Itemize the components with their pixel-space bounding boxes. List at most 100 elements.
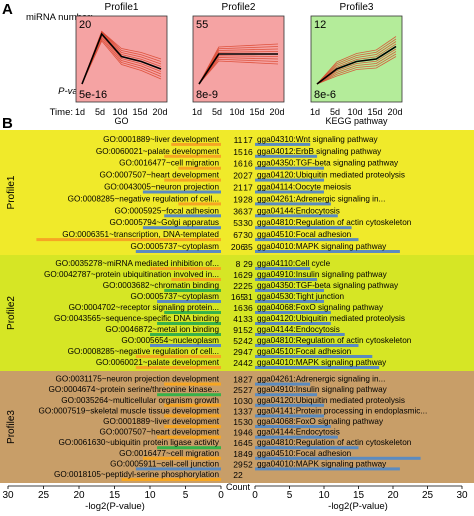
kegg-count-label: 52 bbox=[243, 459, 253, 469]
go-term-label: GO:0005737~cytoplasm bbox=[130, 292, 219, 301]
go-term-label: GO:0060021~palate development bbox=[96, 147, 220, 156]
kegg-count-label: 47 bbox=[243, 347, 253, 357]
kegg-bar bbox=[255, 403, 324, 407]
go-count-label: 16 bbox=[233, 159, 243, 169]
kegg-term-label: gga04012:ErbB signaling pathway bbox=[257, 147, 382, 156]
profile-1-member-line bbox=[81, 36, 162, 85]
go-bar bbox=[121, 478, 221, 481]
profile-1-pvalue: 5e-16 bbox=[79, 89, 107, 101]
go-term-label: GO:0005654~nucleoplasm bbox=[121, 336, 219, 345]
right-tick-label: 15 bbox=[353, 490, 365, 501]
go-bar bbox=[150, 344, 221, 347]
profile-2-member-line bbox=[198, 46, 279, 85]
kegg-bar bbox=[255, 366, 380, 369]
go-count-label: 20 bbox=[233, 171, 243, 181]
kegg-bar bbox=[255, 382, 311, 386]
kegg-term-label: gga04010:MAPK signaling pathway bbox=[257, 459, 387, 468]
go-count-label: 22 bbox=[233, 281, 243, 291]
profile-2-plot: Profile2 55 8e-9 1d 5d 10d 15d 20d bbox=[192, 2, 285, 117]
kegg-bar bbox=[255, 333, 345, 336]
kegg-count-label: 16 bbox=[243, 159, 253, 169]
kegg-bar bbox=[255, 142, 311, 146]
kegg-term-label: gga04810:Regulation of actin cytoskeleto… bbox=[257, 218, 412, 227]
left-tick-label: 20 bbox=[73, 490, 85, 501]
kegg-bar bbox=[255, 446, 359, 450]
profile-2-time-tick: 10d bbox=[229, 107, 244, 117]
go-term-label: GO:0007507~heart development bbox=[100, 171, 220, 180]
kegg-count-label: 16 bbox=[243, 147, 253, 157]
kegg-term-label: gga04810:Regulation of actin cytoskeleto… bbox=[257, 336, 412, 345]
kegg-count-label: 42 bbox=[243, 336, 253, 346]
left-tick-label: 5 bbox=[183, 490, 189, 501]
go-count-label: 67 bbox=[233, 230, 243, 240]
go-term-label: GO:0060021~palate development bbox=[96, 358, 220, 367]
time-row-label: Time: bbox=[50, 107, 73, 118]
kegg-bar bbox=[255, 355, 373, 358]
kegg-bar bbox=[255, 154, 318, 158]
go-count-label: 16 bbox=[233, 303, 243, 313]
kegg-term-label: gga04120:Ubiquitin mediated proteolysis bbox=[257, 171, 405, 180]
kegg-count-label: 27 bbox=[243, 375, 253, 385]
kegg-term-label: gga04144:Endocytosis bbox=[257, 206, 340, 215]
kegg-bar bbox=[255, 425, 331, 428]
go-bar bbox=[164, 214, 221, 218]
kegg-term-label: gga04261:Adrenergic signaling in... bbox=[257, 194, 385, 203]
kegg-term-label: gga04910:Insulin signaling pathway bbox=[257, 270, 388, 279]
kegg-term-label: gga04350:TGF-beta signaling pathway bbox=[257, 159, 399, 168]
mirna-number-label: miRNA number: bbox=[26, 12, 93, 23]
profile-3-time-tick: 15d bbox=[367, 107, 382, 117]
go-bar bbox=[157, 446, 221, 450]
go-term-label: GO:0003682~chromatin binding bbox=[103, 281, 220, 290]
kegg-bar bbox=[255, 289, 324, 292]
kegg-term-label: gga04510:Focal adhesion bbox=[257, 347, 352, 356]
section-label: Profile2 bbox=[6, 296, 17, 330]
go-term-label: GO:0001889~liver development bbox=[103, 135, 220, 144]
kegg-term-label: gga04510:Focal adhesion bbox=[257, 230, 352, 239]
go-count-label: 8 bbox=[236, 259, 241, 269]
left-tick-label: 10 bbox=[144, 490, 156, 501]
kegg-bar bbox=[255, 311, 331, 314]
kegg-bar bbox=[255, 393, 318, 397]
go-bar bbox=[171, 142, 221, 146]
go-term-label: GO:0007507~heart development bbox=[100, 428, 220, 437]
panel-b-label: B bbox=[2, 115, 13, 132]
go-count-label: 206 bbox=[231, 242, 245, 252]
left-tick-label: 15 bbox=[109, 490, 121, 501]
right-tick-label: 10 bbox=[318, 490, 330, 501]
go-count-label: 29 bbox=[233, 347, 243, 357]
profile-2-model-line bbox=[198, 53, 278, 85]
go-term-label: GO:0043005~neuron projection bbox=[104, 183, 219, 192]
kegg-term-label: gga04120:Ubiquitin mediated proteolysis bbox=[257, 396, 405, 405]
profile-1-plot: Profile1 20 5e-16 1d 5d 10d 15d 20d GO bbox=[75, 2, 168, 126]
go-bar bbox=[164, 289, 221, 292]
kegg-count-label: 52 bbox=[243, 325, 253, 335]
kegg-bar bbox=[255, 435, 338, 439]
panel-a-label: A bbox=[2, 1, 13, 18]
kegg-count-label: 30 bbox=[243, 218, 253, 228]
go-count-label: 52 bbox=[233, 336, 243, 346]
kegg-bar bbox=[255, 202, 331, 206]
kegg-count-label: 28 bbox=[243, 194, 253, 204]
profile-3-member-line bbox=[316, 53, 397, 85]
go-term-label: GO:0016477~cell migration bbox=[119, 159, 219, 168]
profile-3-title: Profile3 bbox=[340, 2, 374, 13]
go-count-label: 53 bbox=[233, 218, 243, 228]
right-tick-label: 25 bbox=[422, 490, 434, 501]
go-term-label: GO:0042787~protein ubiquitination involv… bbox=[44, 270, 219, 279]
kegg-term-label: gga04261:Adrenergic signaling in... bbox=[257, 375, 385, 384]
right-tick-label: 0 bbox=[252, 490, 258, 501]
profile-1-member-line bbox=[81, 38, 162, 85]
go-bar bbox=[150, 267, 221, 270]
go-bar bbox=[142, 226, 221, 230]
kegg-term-label: gga04310:Wnt signaling pathway bbox=[257, 135, 379, 144]
section-profile3: Profile3 GO:0031175~neuron projection dev… bbox=[0, 371, 474, 483]
go-bar bbox=[164, 311, 221, 314]
profile-3-member-line bbox=[316, 48, 397, 85]
go-term-label: GO:0046872~metal ion binding bbox=[105, 325, 219, 334]
kegg-count-label: 29 bbox=[243, 270, 253, 280]
kegg-term-label: gga04141:Protein processing in endoplasm… bbox=[257, 406, 427, 415]
kegg-bar bbox=[255, 456, 421, 460]
go-count-label: 16 bbox=[233, 270, 243, 280]
go-count-label: 25 bbox=[233, 385, 243, 395]
kegg-bar bbox=[255, 190, 324, 194]
